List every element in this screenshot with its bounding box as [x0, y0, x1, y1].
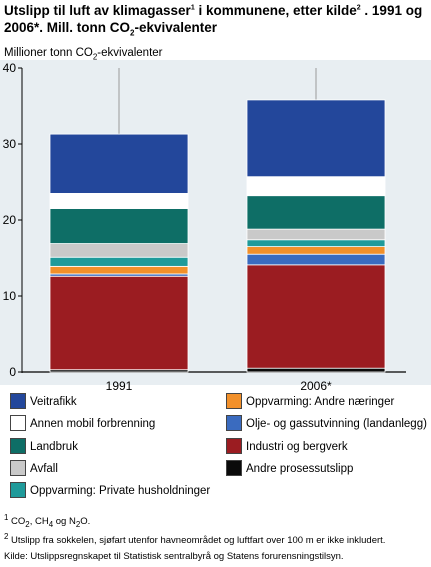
y-axis-label: Millioner tonn CO2-ekvivalenter — [4, 47, 163, 62]
bar-segment — [246, 264, 386, 369]
chart-title: Utslipp til luft av klimagasser1 i kommu… — [4, 3, 423, 38]
legend-swatch — [10, 415, 26, 431]
legend-label: Annen mobil forbrenning — [30, 418, 156, 430]
footnote-2: 2 Utslipp fra sokkelen, sjøfart utenfor … — [4, 532, 386, 547]
bar-segment — [49, 243, 189, 258]
legend-label: Industri og bergverk — [246, 441, 348, 453]
y-tick-label: 10 — [3, 289, 17, 303]
bar-segment — [246, 176, 386, 197]
legend-label: Veitrafikk — [30, 396, 77, 408]
x-tick-label: 2006* — [300, 379, 332, 390]
bar-segment — [49, 133, 189, 194]
bar-segment — [246, 253, 386, 266]
legend-label: Oppvarming: Private husholdninger — [30, 485, 211, 497]
legend-label: Olje- og gassutvinning (landanlegg) — [246, 418, 427, 430]
footnote-1: 1 CO2, CH4 og N2O. — [4, 513, 91, 530]
footnotes: 1 CO2, CH4 og N2O. 2 Utslipp fra sokkele… — [4, 512, 428, 563]
bar-segment — [246, 228, 386, 241]
bar-segment — [246, 246, 386, 255]
y-tick-label: 20 — [3, 213, 17, 227]
bar-segment — [246, 367, 386, 373]
legend-label: Landbruk — [30, 441, 78, 453]
source-note: Kilde: Utslippsregnskapet til Statistisk… — [4, 551, 344, 563]
legend-label: Andre prosessutslipp — [246, 463, 354, 475]
bar-segment — [49, 256, 189, 267]
bar-segment — [49, 192, 189, 209]
legend-swatch — [226, 438, 242, 454]
bar-segment — [49, 208, 189, 244]
legend-label: Avfall — [30, 463, 58, 475]
bar-segment — [49, 275, 189, 371]
legend-swatch — [10, 438, 26, 454]
y-tick-label: 0 — [9, 365, 16, 379]
legend-swatch — [10, 460, 26, 476]
legend-swatch — [10, 482, 26, 498]
x-tick-label: 1991 — [106, 379, 133, 390]
y-tick-label: 40 — [3, 61, 17, 75]
y-tick-label: 30 — [3, 137, 17, 151]
legend-label: Oppvarming: Andre næringer — [246, 396, 395, 408]
bar-segment — [246, 99, 386, 178]
legend-swatch — [226, 415, 242, 431]
legend-swatch — [226, 393, 242, 409]
bar-segment — [49, 265, 189, 275]
chart-svg: 0 10 20 30 40 1991 2006* — [3, 61, 406, 390]
bar-segment — [246, 195, 386, 230]
legend-swatch — [10, 393, 26, 409]
legend-swatch — [226, 460, 242, 476]
bar-segment — [246, 239, 386, 247]
